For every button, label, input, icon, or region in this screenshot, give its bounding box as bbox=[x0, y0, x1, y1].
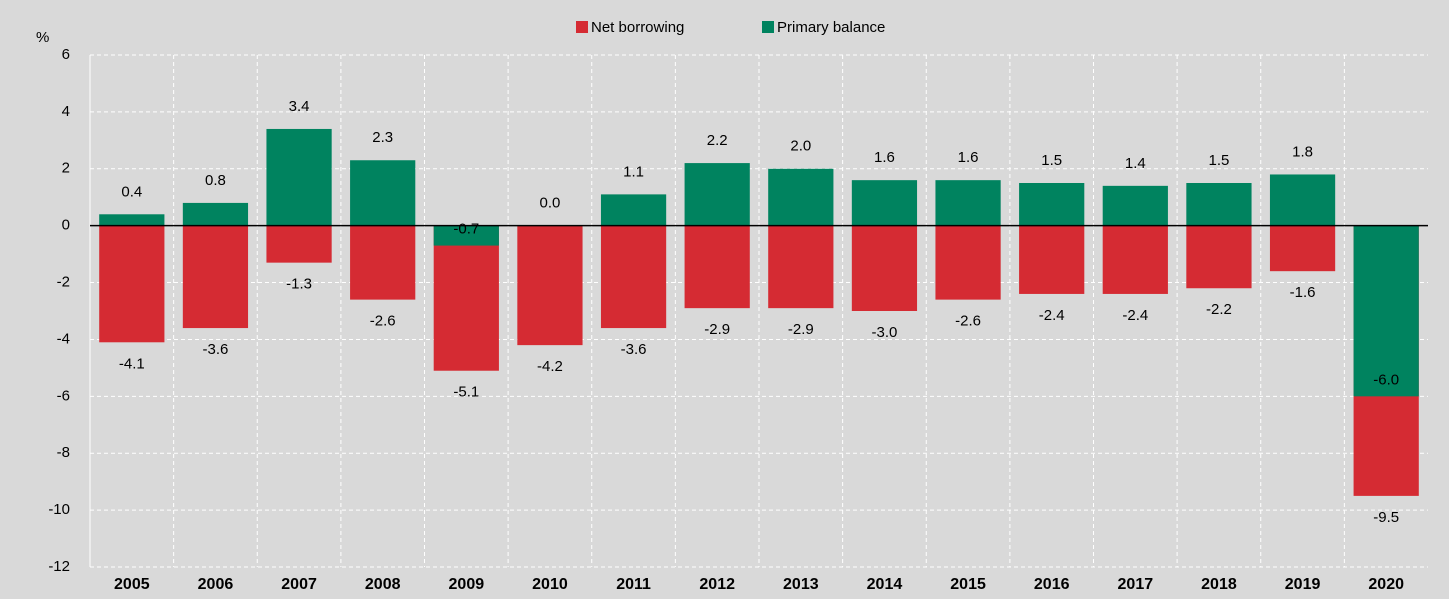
bar bbox=[1019, 225, 1085, 294]
value-label: 1.4 bbox=[1125, 155, 1146, 172]
x-tick-label: 2019 bbox=[1285, 576, 1321, 593]
value-label: -2.4 bbox=[1122, 307, 1148, 324]
bar bbox=[1102, 225, 1168, 294]
value-label: -2.6 bbox=[370, 313, 396, 330]
y-tick-label: 2 bbox=[62, 160, 70, 177]
y-tick-label: 4 bbox=[62, 103, 70, 120]
x-tick-label: 2015 bbox=[950, 576, 986, 593]
value-label: -2.4 bbox=[1039, 307, 1065, 324]
value-label: -2.9 bbox=[788, 321, 814, 338]
y-tick-label: -8 bbox=[57, 444, 70, 461]
value-label: 2.2 bbox=[707, 132, 728, 149]
bar bbox=[182, 225, 249, 329]
value-label: -3.6 bbox=[203, 341, 229, 358]
value-label: 1.6 bbox=[958, 149, 979, 166]
x-tick-label: 2012 bbox=[699, 576, 735, 593]
value-label: 1.8 bbox=[1292, 143, 1313, 160]
bar bbox=[1269, 174, 1336, 226]
y-tick-label: -12 bbox=[48, 558, 70, 575]
y-tick-label: -6 bbox=[57, 387, 70, 404]
bar bbox=[350, 160, 416, 226]
bar bbox=[99, 214, 165, 226]
bar bbox=[1186, 225, 1252, 289]
legend-label: Net borrowing bbox=[591, 19, 684, 36]
bar bbox=[935, 180, 1001, 226]
value-label: -2.9 bbox=[704, 321, 730, 338]
value-label: -1.3 bbox=[286, 276, 312, 293]
value-label: 0.4 bbox=[121, 183, 142, 200]
bar bbox=[768, 225, 834, 309]
value-label: 1.6 bbox=[874, 149, 895, 166]
bar bbox=[517, 225, 583, 346]
bar bbox=[1269, 225, 1336, 272]
bar bbox=[600, 194, 667, 226]
bar bbox=[350, 225, 416, 300]
x-tick-label: 2013 bbox=[783, 576, 819, 593]
bar bbox=[935, 225, 1001, 300]
bar bbox=[684, 163, 750, 226]
value-label: -6.0 bbox=[1373, 371, 1399, 388]
x-tick-label: 2018 bbox=[1201, 576, 1237, 593]
bar bbox=[1186, 183, 1252, 226]
value-label: 1.5 bbox=[1041, 152, 1062, 169]
value-label: 2.3 bbox=[372, 129, 393, 146]
value-label: -9.5 bbox=[1373, 509, 1399, 526]
y-tick-label: -10 bbox=[48, 501, 70, 518]
x-tick-label: 2014 bbox=[867, 576, 903, 593]
y-tick-label: 0 bbox=[62, 217, 70, 234]
x-tick-label: 2016 bbox=[1034, 576, 1070, 593]
value-label: 0.8 bbox=[205, 172, 226, 189]
value-label: -2.2 bbox=[1206, 301, 1232, 318]
bar bbox=[99, 225, 165, 343]
x-tick-label: 2009 bbox=[449, 576, 485, 593]
bar bbox=[600, 225, 667, 329]
bar bbox=[433, 225, 499, 246]
value-label: -0.7 bbox=[453, 221, 479, 238]
y-tick-label: -4 bbox=[57, 330, 70, 347]
bar bbox=[182, 202, 249, 226]
legend-swatch bbox=[762, 21, 774, 33]
x-tick-label: 2010 bbox=[532, 576, 568, 593]
bar bbox=[266, 128, 332, 226]
y-tick-label: 6 bbox=[62, 46, 70, 63]
value-label: 1.1 bbox=[623, 163, 644, 180]
value-label: -4.2 bbox=[537, 358, 563, 375]
bar bbox=[851, 180, 918, 226]
bar bbox=[684, 225, 750, 309]
value-label: -3.0 bbox=[872, 324, 898, 341]
value-label: -4.1 bbox=[119, 355, 145, 372]
x-tick-label: 2020 bbox=[1368, 576, 1404, 593]
x-tick-label: 2007 bbox=[281, 576, 317, 593]
legend-label: Primary balance bbox=[777, 19, 885, 36]
x-tick-label: 2011 bbox=[616, 576, 651, 593]
x-tick-label: 2008 bbox=[365, 576, 401, 593]
value-label: -2.6 bbox=[955, 313, 981, 330]
value-label: 2.0 bbox=[790, 138, 811, 155]
x-tick-label: 2006 bbox=[198, 576, 234, 593]
bar bbox=[851, 225, 918, 311]
value-label: 0.0 bbox=[540, 195, 561, 212]
bar bbox=[768, 168, 834, 226]
y-tick-label: -2 bbox=[57, 274, 70, 291]
bar bbox=[433, 225, 499, 371]
value-label: 1.5 bbox=[1209, 152, 1230, 169]
bar bbox=[1019, 183, 1085, 226]
bar bbox=[266, 225, 332, 263]
value-label: -3.6 bbox=[621, 341, 647, 358]
y-unit: % bbox=[36, 29, 49, 46]
value-label: -1.6 bbox=[1290, 284, 1316, 301]
bar bbox=[1353, 225, 1419, 397]
value-label: -5.1 bbox=[453, 384, 479, 401]
value-label: 3.4 bbox=[289, 98, 310, 115]
legend-swatch bbox=[576, 21, 588, 33]
x-tick-label: 2017 bbox=[1118, 576, 1154, 593]
x-tick-label: 2005 bbox=[114, 576, 150, 593]
bar bbox=[1102, 185, 1168, 226]
